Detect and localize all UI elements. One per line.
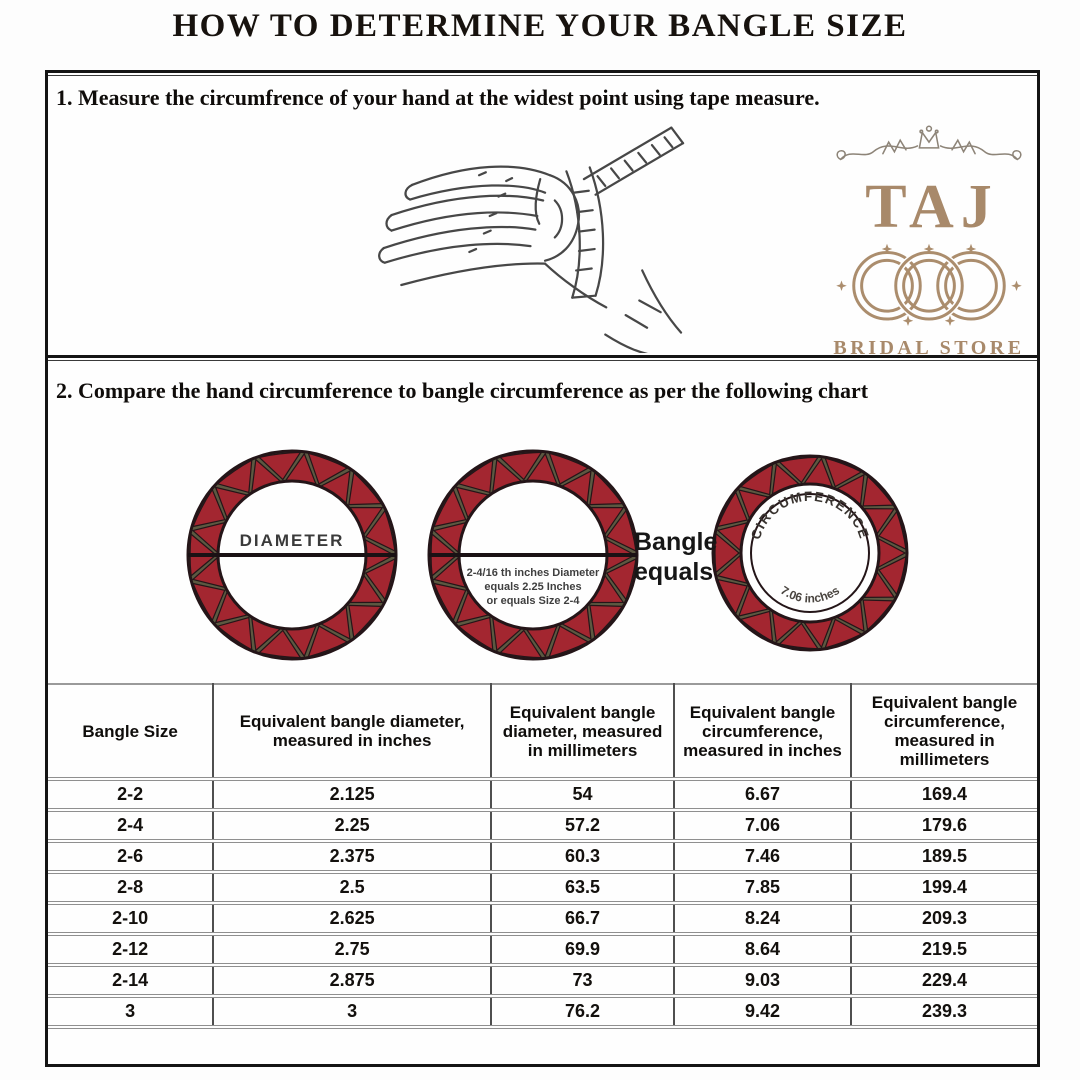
table-row: 2-2 2.125 54 6.67 169.4 [48, 779, 1037, 811]
svg-text:7.06 inches: 7.06 inches [778, 583, 842, 606]
step2-section: 2. Compare the hand circumference to ban… [48, 358, 1037, 1064]
bangle-ring-diameter: DIAMETER [186, 449, 398, 661]
table-row: 2-14 2.875 73 9.03 229.4 [48, 963, 1037, 997]
bangle-size-chart: Bangle Size Equivalent bangle diameter, … [48, 683, 1037, 1030]
table-row: 2-4 2.25 57.2 7.06 179.6 [48, 808, 1037, 842]
three-bangles-icon [836, 243, 1022, 326]
logo-brand-text: TAJ [865, 173, 999, 241]
ring-note-line3: or equals Size 2-4 [487, 595, 581, 607]
col-header-bangle-size: Bangle Size [48, 684, 214, 782]
guide-box: 1. Measure the circumfrence of your hand… [45, 70, 1040, 1067]
circumference-value: 7.06 inches [778, 583, 842, 606]
step1-heading: 1. Measure the circumfrence of your hand… [56, 85, 820, 110]
hand-tape-measure-illustration [378, 126, 685, 353]
bangle-rings-diagram: DIAMETER 2-4/16 th inches Diameter equal… [48, 420, 1037, 685]
table-row: 3 3 76.2 9.42 239.3 [48, 994, 1037, 1030]
col-header-diameter-mm: Equivalent bangle diameter, measured in … [490, 684, 675, 782]
step1-section: 1. Measure the circumfrence of your hand… [48, 73, 1037, 360]
step2-heading: 2. Compare the hand circumference to ban… [56, 378, 869, 403]
table-row: 2-12 2.75 69.9 8.64 219.5 [48, 932, 1037, 966]
col-header-circumference-inches: Equivalent bangle circumference, measure… [673, 684, 852, 782]
diameter-label: DIAMETER [240, 531, 345, 550]
crown-flourish-icon [836, 125, 1022, 161]
table-row: 2-10 2.625 66.7 8.24 209.3 [48, 901, 1037, 935]
col-header-diameter-inches: Equivalent bangle diameter, measured in … [212, 684, 492, 782]
ring-note-line2: equals 2.25 Inches [484, 581, 581, 593]
bangle-equals-label: Bangle equals [634, 528, 718, 586]
bangle-ring-example: 2-4/16 th inches Diameter equals 2.25 In… [427, 449, 639, 661]
table-row: 2-6 2.375 60.3 7.46 189.5 [48, 839, 1037, 873]
table-row: 2-8 2.5 63.5 7.85 199.4 [48, 870, 1037, 904]
ring-note-line1: 2-4/16 th inches Diameter [467, 567, 600, 579]
taj-bridal-store-logo: TAJ [826, 121, 1032, 360]
table-header-row: Bangle Size Equivalent bangle diameter, … [48, 684, 1037, 782]
page-title: HOW TO DETERMINE YOUR BANGLE SIZE [172, 8, 908, 44]
col-header-circumference-mm: Equivalent bangle circumference, measure… [850, 684, 1037, 782]
logo-subtitle-text: BRIDAL STORE [833, 337, 1025, 359]
